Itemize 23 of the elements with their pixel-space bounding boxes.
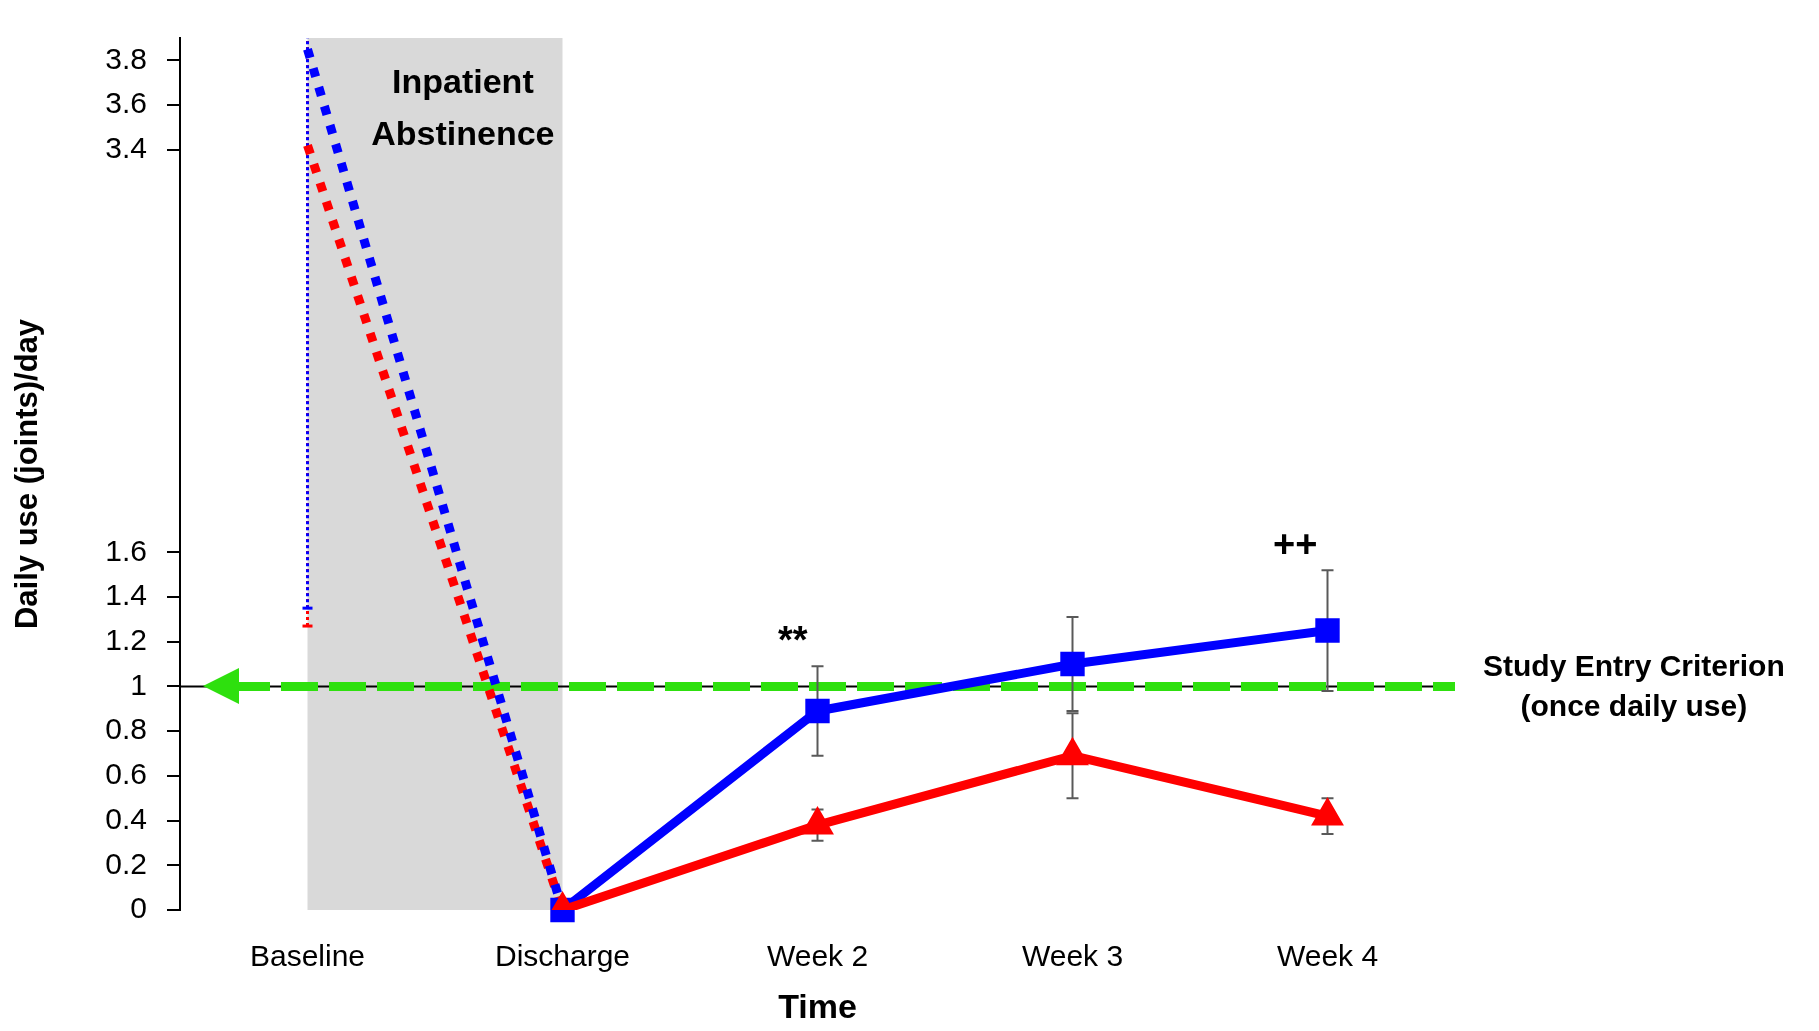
x-tick-label: Baseline — [249, 939, 366, 973]
y-axis-title: Daily use (joints)/day — [9, 318, 45, 630]
y-tick-label: 0.2 — [105, 846, 147, 880]
y-tick-label: 0.6 — [105, 757, 147, 791]
y-tick-label: 0.4 — [105, 801, 147, 835]
y-tick-label: 1 — [130, 667, 147, 701]
y-tick-label: 1.6 — [105, 533, 147, 567]
y-tick-label: 1.2 — [105, 622, 147, 656]
y-tick-label: 0 — [130, 891, 147, 925]
x-axis-title: Time — [778, 986, 857, 1025]
x-tick-label: Discharge — [494, 939, 631, 973]
annotation: ** — [777, 618, 808, 661]
y-tick-label: 1.4 — [105, 578, 147, 612]
band-label: Inpatient Abstinence — [371, 62, 555, 153]
x-tick-label: Week 2 — [766, 939, 869, 973]
x-tick-label: Week 3 — [1021, 939, 1124, 973]
y-tick-label: 3.4 — [105, 131, 147, 165]
annotation: ++ — [1273, 522, 1318, 565]
y-tick-label: 3.8 — [105, 41, 147, 75]
x-tick-label: Week 4 — [1276, 939, 1379, 973]
ref-line-label: Study Entry Criterion (once daily use) — [1483, 648, 1785, 722]
y-tick-label: 0.8 — [105, 712, 147, 746]
y-tick-label: 3.6 — [105, 86, 147, 120]
